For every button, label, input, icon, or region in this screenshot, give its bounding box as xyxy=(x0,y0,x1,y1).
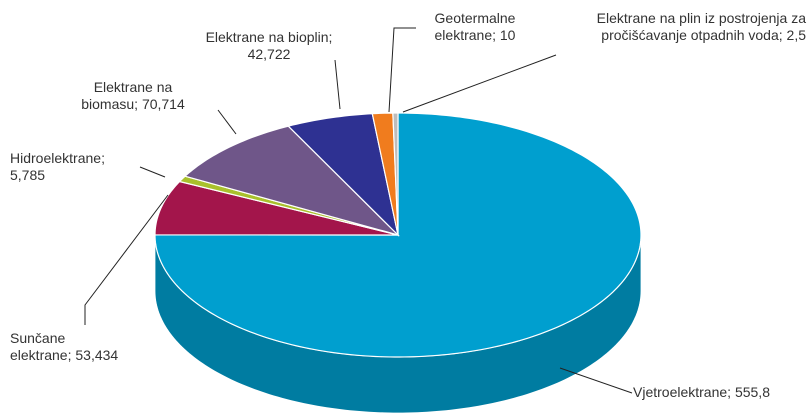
separator: ; xyxy=(67,347,76,363)
leader-line xyxy=(84,194,169,325)
leader-line xyxy=(334,59,341,110)
separator: ; xyxy=(101,150,109,166)
slice xyxy=(392,112,399,236)
leader-line xyxy=(559,367,633,394)
slice xyxy=(371,112,399,236)
value-label: 2,5 xyxy=(786,27,806,43)
value-label: 42,722 xyxy=(247,46,291,62)
slice xyxy=(154,180,399,236)
pie xyxy=(154,112,642,414)
leader-line xyxy=(217,109,237,135)
pie-tops xyxy=(154,112,642,358)
separator: ; xyxy=(778,27,787,43)
data-label: Hidroelektrane; 5,785 xyxy=(10,150,140,184)
category-name: Elektrane na biomasu xyxy=(81,79,173,112)
category-name: Hidroelektrane xyxy=(10,150,102,166)
leader-line xyxy=(402,54,557,113)
slice xyxy=(183,125,401,237)
value-label: 5,785 xyxy=(10,167,46,183)
data-label: Vjetroelektrane; 555,8 xyxy=(633,384,808,401)
value-label: 70,714 xyxy=(141,96,185,112)
slice xyxy=(287,113,400,237)
leader-line xyxy=(139,166,166,178)
separator: ; xyxy=(328,29,337,45)
category-name: Vjetroelektrane xyxy=(633,384,728,400)
category-name: Geotermalne elektrane xyxy=(434,10,516,43)
separator: ; xyxy=(727,384,735,400)
category-name: Sunčane elektrane xyxy=(10,330,68,363)
slice xyxy=(154,112,642,358)
category-name: Elektrane na plin iz postrojenja za proč… xyxy=(596,10,806,43)
data-label: Sunčane elektrane; 53,434 xyxy=(10,330,130,364)
value-label: 10 xyxy=(499,27,516,43)
data-label: Elektrane na plin iz postrojenja za proč… xyxy=(556,10,806,44)
data-label: Elektrane na biomasu; 70,714 xyxy=(68,79,198,113)
leader-lines xyxy=(84,27,633,394)
data-label: Geotermalne elektrane; 10 xyxy=(420,10,530,44)
separator: ; xyxy=(492,27,500,43)
category-name: Elektrane na bioplin xyxy=(205,29,329,45)
data-label: Elektrane na bioplin; 42,722 xyxy=(204,29,334,63)
value-label: 53,434 xyxy=(75,347,119,363)
separator: ; xyxy=(134,96,142,112)
value-label: 555,8 xyxy=(734,384,770,400)
leader-line xyxy=(388,27,416,113)
